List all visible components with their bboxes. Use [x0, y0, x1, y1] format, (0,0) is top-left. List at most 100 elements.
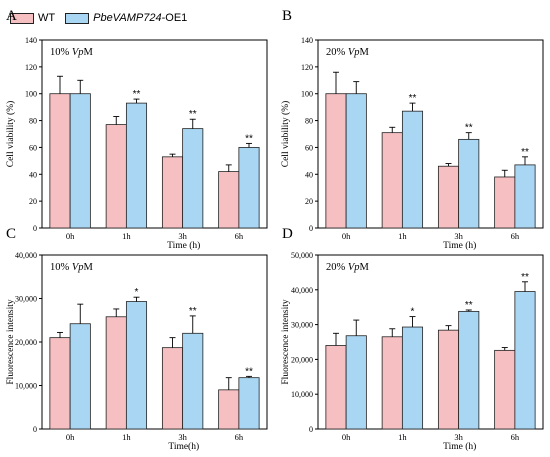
bar-wt	[49, 93, 71, 229]
x-tick-label: 0h	[66, 231, 75, 241]
condition-annotation: 10% VpM	[50, 262, 94, 273]
bar-wt	[494, 349, 516, 430]
bar-oe	[238, 147, 260, 229]
y-tick-label: 40,000	[15, 251, 37, 260]
bar-oe	[514, 291, 536, 430]
y-tick-label: 10,000	[15, 382, 37, 391]
bar-wt	[325, 93, 347, 229]
y-axis-label: Cell viability (%)	[5, 101, 16, 168]
bar-wt	[105, 316, 127, 430]
x-tick-label: 6h	[235, 231, 244, 241]
bar-oe	[458, 138, 480, 229]
legend: WT PbeVAMP724-OE1	[10, 10, 197, 26]
significance-marker: *	[135, 287, 139, 298]
significance-marker: **	[465, 300, 473, 311]
y-tick-label: 0	[33, 224, 37, 233]
significance-marker: **	[189, 306, 197, 317]
significance-marker: **	[521, 147, 529, 158]
panel-letter: A	[6, 8, 17, 24]
y-tick-label: 20	[305, 197, 313, 206]
x-axis-label: Time(h)	[168, 441, 199, 452]
y-tick-label: 30,000	[15, 295, 37, 304]
legend-label-wt: WT	[38, 12, 56, 24]
bar-oe	[182, 332, 204, 430]
y-tick-label: 140	[301, 36, 313, 45]
significance-marker: *	[411, 307, 415, 318]
y-tick-label: 60	[305, 143, 313, 152]
y-tick-label: 10,000	[291, 390, 313, 399]
plot-frame	[41, 39, 268, 229]
y-tick-label: 40,000	[291, 286, 313, 295]
y-tick-label: 20,000	[291, 355, 313, 364]
x-tick-label: 0h	[66, 432, 75, 442]
significance-marker: **	[521, 272, 529, 283]
y-tick-label: 0	[309, 224, 313, 233]
panel-C: C 0 10,000 20,000 30,000 40,000 Fluorescence i…	[6, 226, 268, 452]
bar-wt	[49, 337, 71, 430]
y-tick-label: 120	[25, 63, 37, 72]
y-tick-label: 0	[309, 425, 313, 434]
bar-oe	[514, 164, 536, 229]
bar-oe	[125, 102, 148, 229]
x-tick-label: 1h	[122, 432, 131, 442]
significance-marker: **	[133, 89, 141, 100]
panel-D: D 0 10,000 20,000 30,000 40,000 50,000 Fluoresc…	[281, 226, 544, 452]
panel-A: A 0 20 40 60 80 100 120 140 Cell viability (%) Tim…	[5, 8, 268, 251]
x-tick-label: 6h	[511, 231, 520, 241]
bar-wt	[218, 171, 240, 229]
condition-annotation: 20% VpM	[326, 262, 370, 273]
x-tick-label: 1h	[398, 231, 407, 241]
y-tick-label: 40	[29, 170, 37, 179]
x-tick-label: 1h	[398, 432, 407, 442]
bar-wt	[381, 132, 403, 229]
y-tick-label: 120	[301, 63, 313, 72]
bar-oe	[401, 326, 424, 430]
x-tick-label: 3h	[178, 231, 187, 241]
x-axis-label: Time (h)	[443, 240, 476, 251]
panel-letter: D	[282, 226, 293, 242]
significance-marker: **	[245, 366, 253, 377]
bar-oe	[345, 335, 367, 430]
bar-wt	[437, 165, 460, 229]
y-tick-label: 50,000	[291, 251, 313, 260]
bar-oe	[182, 128, 204, 229]
legend-label-oe-gene: PbeVAMP724	[93, 12, 162, 24]
plot-frame	[317, 39, 544, 229]
legend-item-oe: PbeVAMP724-OE1	[65, 12, 187, 24]
bar-wt	[105, 124, 127, 229]
bar-oe	[125, 301, 148, 430]
bar-wt	[161, 156, 184, 229]
x-tick-label: 3h	[178, 432, 187, 442]
legend-label-oe: PbeVAMP724-OE1	[93, 12, 187, 24]
bar-oe	[69, 93, 91, 229]
significance-marker: **	[465, 123, 473, 134]
bar-oe	[345, 93, 367, 229]
y-axis-label: Fluorescence intensity	[6, 299, 16, 384]
y-axis-label: Cell viability (%)	[280, 101, 291, 168]
bar-wt	[161, 347, 184, 430]
condition-annotation: 20% VpM	[326, 47, 370, 58]
x-tick-label: 6h	[511, 432, 520, 442]
bar-oe	[458, 310, 480, 430]
bar-oe	[401, 110, 424, 229]
significance-marker: **	[409, 93, 417, 104]
y-tick-label: 60	[29, 143, 37, 152]
y-tick-label: 140	[25, 36, 37, 45]
panel-B: B 0 20 40 60 80 100 120 140 Cell viability (%) Tim…	[280, 8, 544, 251]
significance-marker: **	[189, 109, 197, 120]
x-axis-label: Time (h)	[167, 240, 200, 251]
x-tick-label: 3h	[454, 432, 463, 442]
significance-marker: **	[245, 133, 253, 144]
y-tick-label: 80	[29, 117, 37, 126]
x-tick-label: 3h	[454, 231, 463, 241]
bar-wt	[381, 336, 403, 430]
bar-wt	[325, 345, 347, 430]
y-tick-label: 40	[305, 170, 313, 179]
y-tick-label: 100	[301, 90, 313, 99]
y-tick-label: 20	[29, 197, 37, 206]
y-tick-label: 80	[305, 117, 313, 126]
bar-oe	[69, 323, 91, 430]
condition-annotation: 10% VpM	[50, 47, 94, 58]
legend-swatch-oe	[65, 12, 90, 24]
